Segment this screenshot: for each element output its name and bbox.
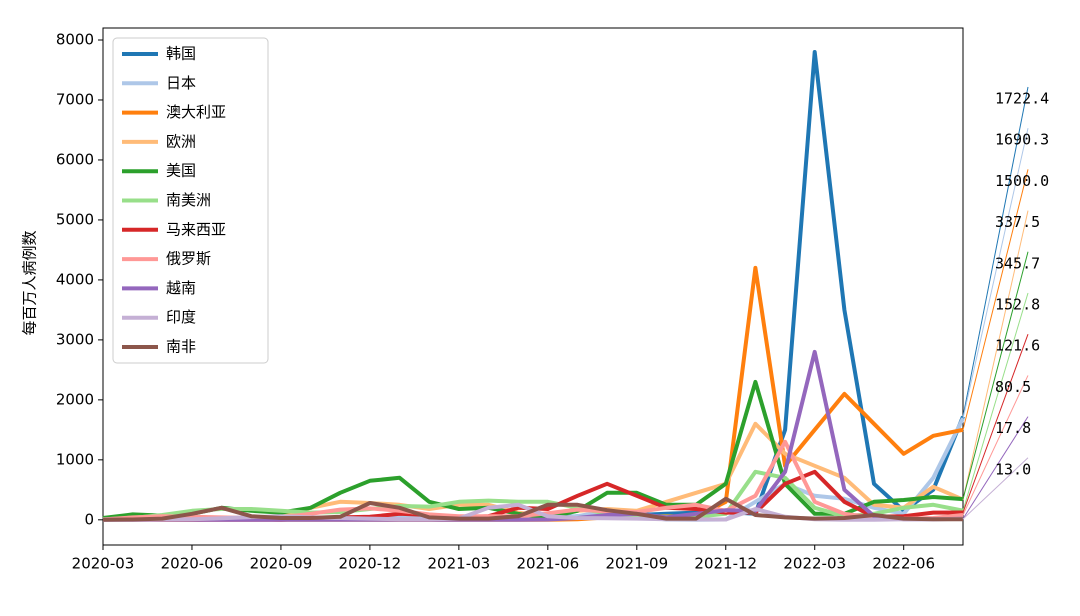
x-tick-label: 2020-09	[250, 555, 313, 573]
x-tick-label: 2021-03	[428, 555, 491, 573]
y-tick-label: 6000	[56, 150, 94, 168]
x-tick-label: 2021-09	[605, 555, 668, 573]
end-label-connector	[962, 292, 1029, 511]
x-tick-label: 2021-06	[516, 555, 579, 573]
end-label: 13.0	[995, 460, 1031, 478]
y-tick-label: 3000	[56, 330, 94, 348]
end-label: 1722.4	[995, 90, 1049, 108]
end-label: 1690.3	[995, 131, 1049, 149]
x-tick-label: 2020-03	[72, 555, 135, 573]
x-tick-label: 2020-12	[339, 555, 402, 573]
series-line	[102, 469, 964, 522]
y-tick-label: 4000	[56, 270, 94, 288]
legend-label: 南美洲	[166, 191, 211, 209]
legend-label: 日本	[166, 74, 196, 92]
series-line	[102, 496, 963, 522]
end-label-connector	[962, 210, 1029, 500]
end-label: 1500.0	[995, 172, 1049, 190]
end-label-connector	[962, 251, 1029, 500]
x-tick-label: 2022-06	[872, 555, 935, 573]
legend-label: 马来西亚	[166, 220, 226, 238]
y-axis-label: 每百万人病例数	[21, 230, 39, 335]
end-label-connector	[962, 334, 1029, 513]
series-line	[103, 349, 964, 522]
end-label: 152.8	[995, 296, 1040, 314]
x-tick-label: 2020-06	[161, 555, 224, 573]
end-label-connector	[962, 169, 1029, 430]
x-tick-label: 2021-12	[694, 555, 757, 573]
end-label: 345.7	[995, 254, 1040, 272]
end-label: 337.5	[995, 213, 1040, 231]
end-label: 80.5	[995, 378, 1031, 396]
end-label-connector	[962, 128, 1029, 419]
end-label: 121.6	[995, 337, 1040, 355]
y-tick-label: 2000	[56, 390, 94, 408]
legend-label: 南非	[166, 338, 196, 356]
end-label: 17.8	[995, 419, 1031, 437]
end-label-connector	[962, 457, 1029, 520]
y-tick-label: 7000	[56, 90, 94, 108]
legend-box	[112, 37, 269, 364]
y-tick-label: 5000	[56, 210, 94, 228]
plot-frame	[102, 27, 964, 546]
legend-label: 俄罗斯	[166, 250, 211, 268]
x-tick-label: 2022-03	[783, 555, 846, 573]
legend-label: 韩国	[166, 45, 196, 63]
y-tick-label: 0	[84, 510, 94, 528]
legend-label: 印度	[166, 308, 196, 326]
end-label-connector	[962, 375, 1029, 516]
end-label-connector	[962, 86, 1029, 417]
y-tick-label: 8000	[56, 30, 94, 48]
end-label-connector	[962, 416, 1029, 520]
legend-label: 澳大利亚	[166, 103, 226, 121]
legend-label: 越南	[166, 279, 196, 297]
y-tick-label: 1000	[56, 450, 94, 468]
legend-label: 美国	[166, 162, 196, 180]
legend-label: 欧洲	[166, 132, 196, 150]
